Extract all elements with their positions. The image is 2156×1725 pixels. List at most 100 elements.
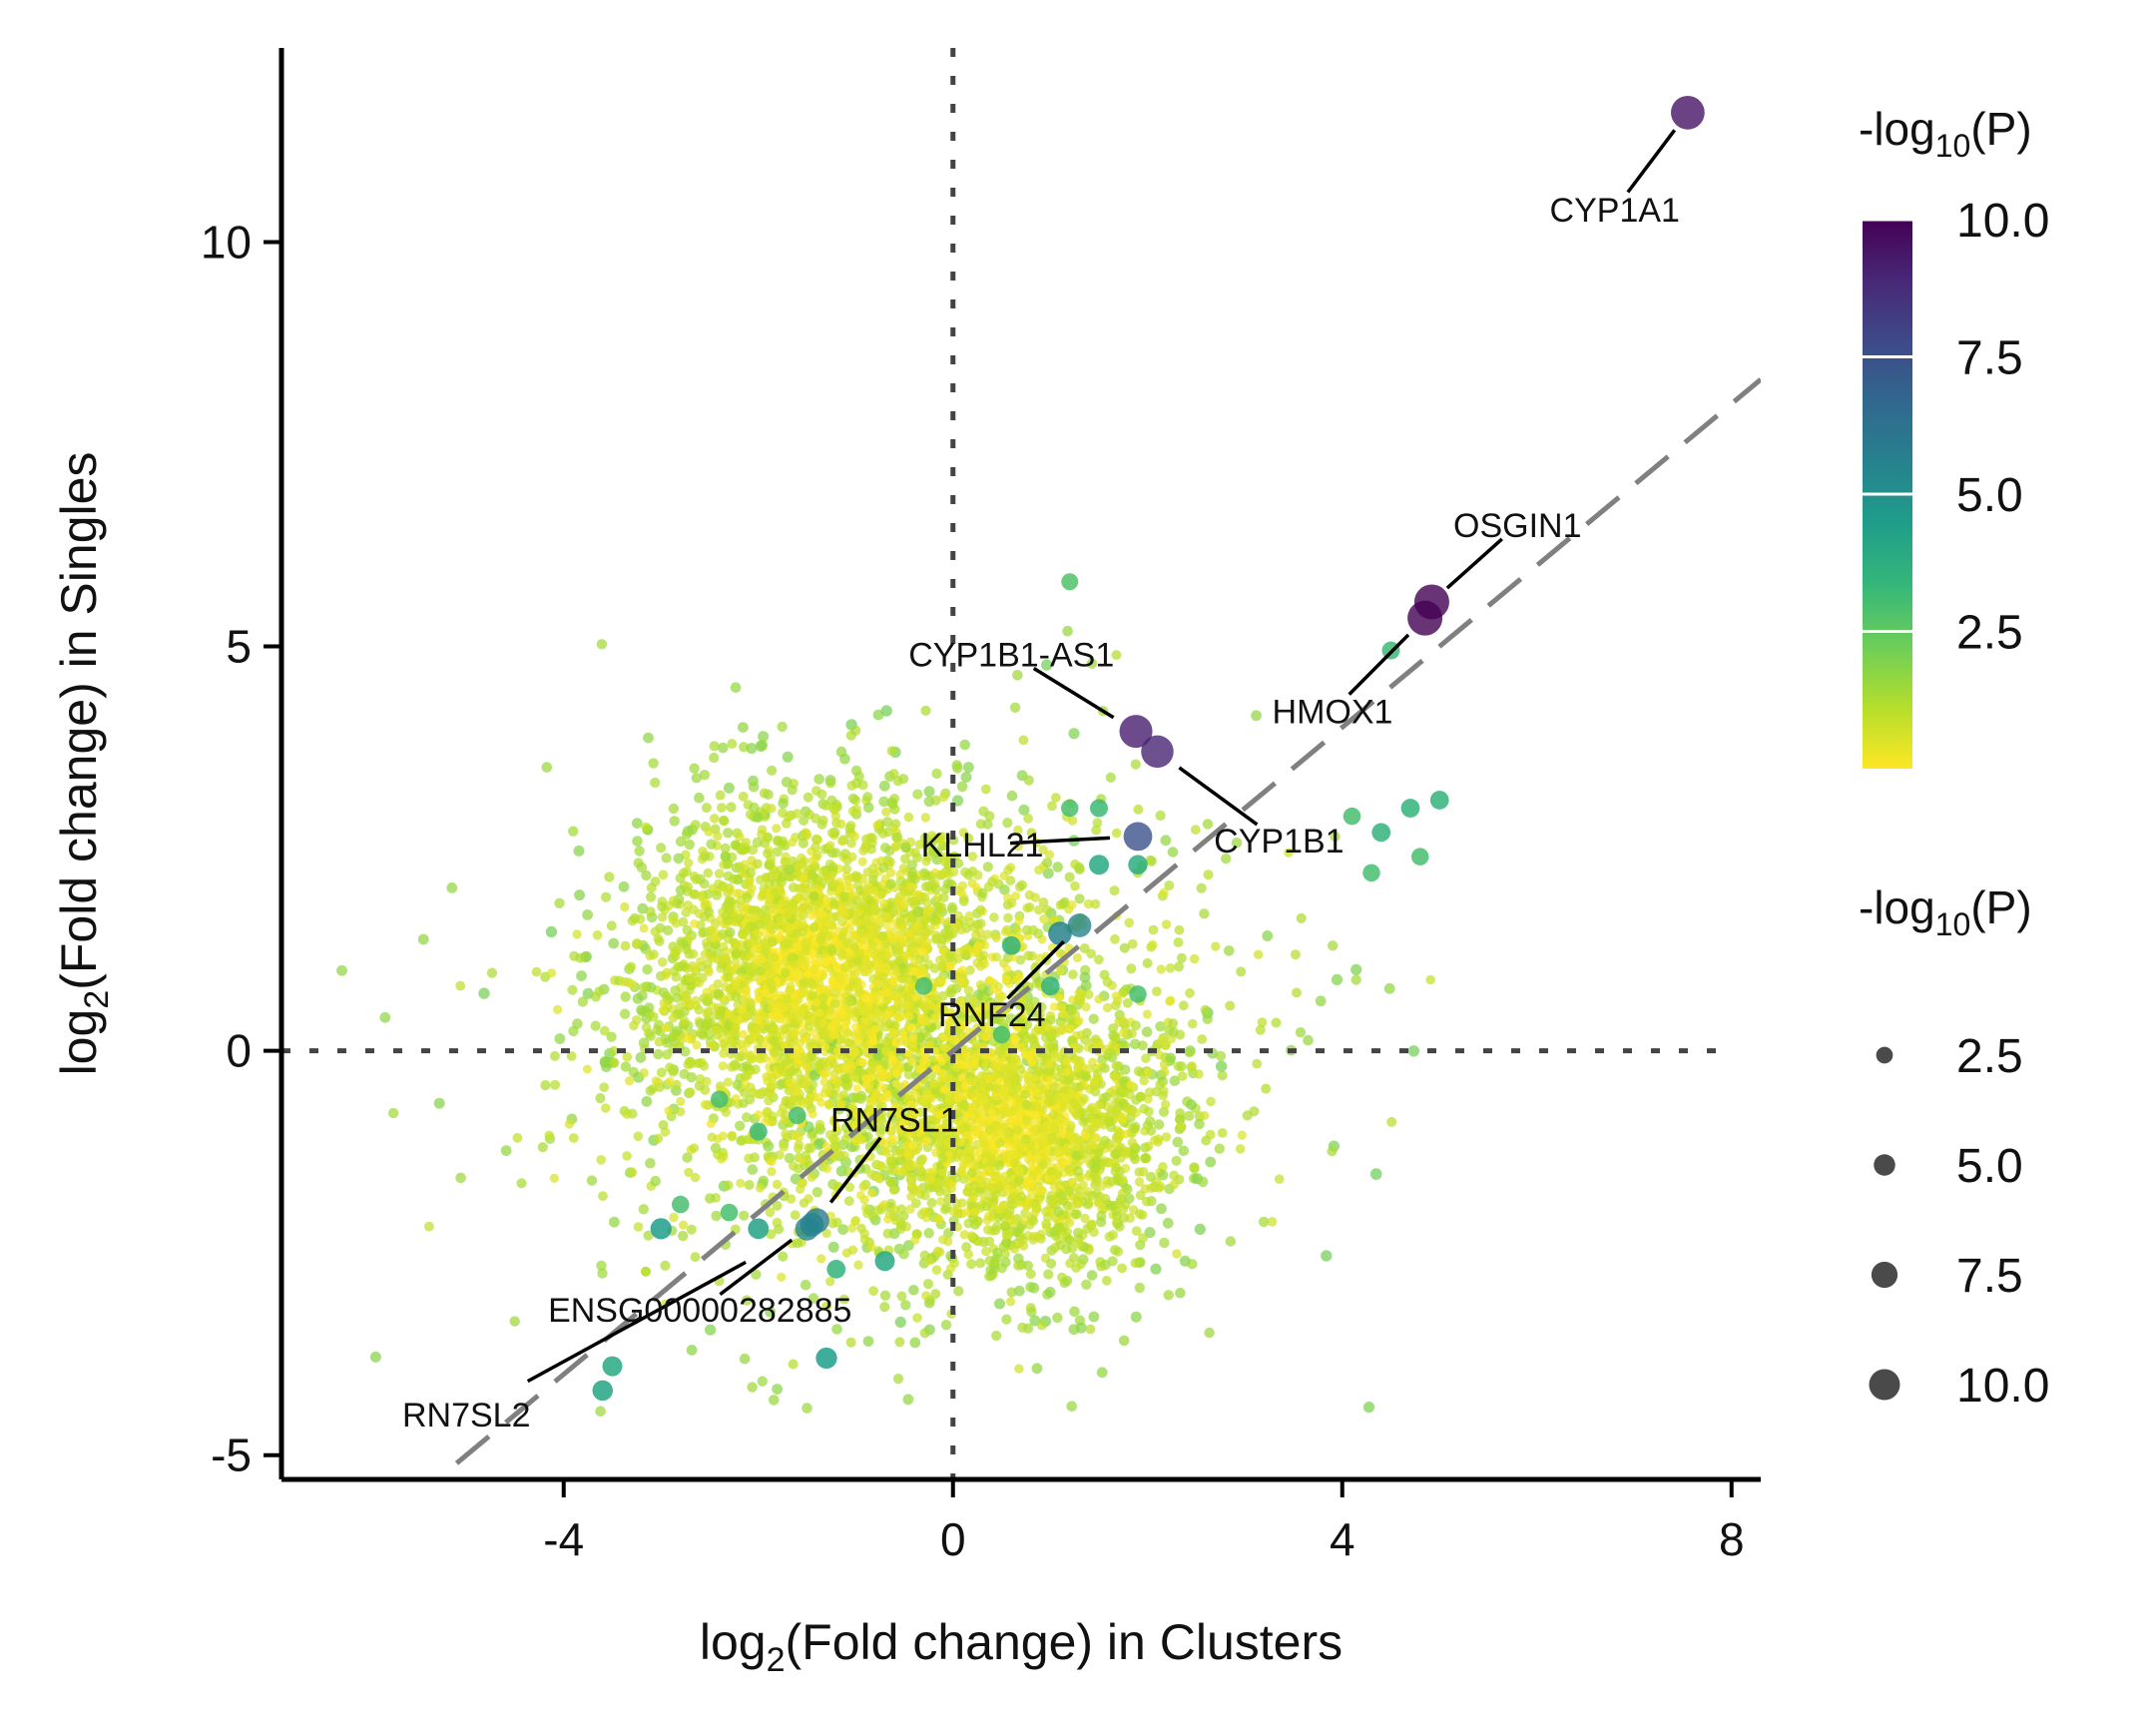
scatter-point (743, 1038, 753, 1048)
scatter-point (433, 1097, 445, 1109)
plot-area (281, 48, 1761, 1479)
scatter-point (1184, 1047, 1195, 1058)
scatter-point (963, 985, 974, 995)
scatter-point (1215, 1060, 1228, 1072)
scatter-point (898, 1249, 909, 1260)
scatter-point (1134, 1282, 1146, 1294)
scatter-point (1007, 1097, 1016, 1107)
scatter-point (794, 883, 804, 893)
scatter-point (1002, 924, 1012, 935)
scatter-point (1069, 1306, 1080, 1318)
scatter-point (1018, 1015, 1029, 1026)
scatter-point (632, 836, 643, 847)
scatter-point (748, 782, 760, 793)
scatter-point (827, 1241, 839, 1253)
scatter-point (1015, 954, 1026, 965)
scatter-point (1194, 1223, 1206, 1235)
scatter-point (916, 1122, 925, 1132)
scatter-point (1082, 1199, 1093, 1210)
scatter-point (773, 836, 784, 847)
scatter-point (681, 907, 691, 917)
scatter-point (825, 1277, 835, 1287)
scatter-point (774, 1012, 783, 1021)
scatter-point (720, 851, 731, 862)
scatter-point (601, 1061, 612, 1073)
scatter-point (890, 842, 900, 853)
scatter-point (1005, 1013, 1017, 1024)
scatter-point (889, 1134, 898, 1143)
scatter-point (754, 987, 764, 997)
scatter-point (1029, 1231, 1039, 1242)
scatter-point (627, 915, 638, 926)
scatter-point (1074, 1238, 1085, 1249)
scatter-point (836, 1034, 846, 1044)
scatter-point (678, 938, 689, 949)
scatter-point (938, 892, 949, 903)
scatter-point (798, 903, 808, 913)
scatter-point (673, 853, 685, 864)
scatter-point (656, 843, 667, 854)
scatter-point (1025, 1177, 1035, 1186)
scatter-point (1133, 1066, 1144, 1077)
scatter-point (1295, 1027, 1307, 1038)
scatter-point (923, 786, 935, 798)
scatter-point (1033, 1066, 1044, 1077)
scatter-point (1174, 961, 1185, 972)
scatter-point (767, 804, 777, 814)
scatter-point (857, 873, 868, 884)
scatter-point (829, 899, 839, 909)
scatter-point (657, 957, 668, 967)
scatter-point (609, 1045, 619, 1056)
scatter-point (618, 880, 630, 892)
scatter-point (967, 1167, 977, 1178)
scatter-point (852, 1084, 862, 1093)
scatter-point (1145, 1116, 1156, 1127)
scatter-point (866, 1242, 876, 1252)
scatter-point (803, 792, 813, 803)
scatter-point (675, 872, 686, 883)
scatter-point (1197, 1176, 1209, 1188)
scatter-point (1081, 1002, 1091, 1012)
scatter-point (926, 1197, 937, 1208)
scatter-point (779, 1141, 789, 1152)
scatter-point (1023, 1076, 1033, 1085)
scatter-point (927, 1167, 937, 1177)
scatter-point (882, 921, 892, 930)
scatter-point (906, 1191, 916, 1202)
scatter-point (874, 1173, 883, 1183)
scatter-point (723, 1077, 734, 1087)
scatter-point (1096, 1181, 1107, 1191)
scatter-point (802, 829, 811, 840)
scatter-point (1038, 845, 1048, 855)
scatter-point (781, 1016, 791, 1025)
scatter-point (653, 1133, 664, 1144)
scatter-point (1175, 1287, 1186, 1299)
scatter-point (1018, 1241, 1029, 1251)
scatter-point (939, 852, 950, 862)
scatter-point (995, 1076, 1004, 1086)
scatter-point (981, 1201, 992, 1212)
scatter-point (888, 823, 898, 833)
scatter-point (920, 881, 931, 891)
scatter-point (894, 983, 904, 994)
scatter-point (746, 867, 756, 878)
scatter-point (766, 854, 776, 864)
scatter-point (1086, 1270, 1098, 1281)
scatter-point (836, 819, 846, 830)
scatter-point (1010, 1034, 1020, 1043)
scatter-point (778, 808, 788, 818)
scatter-point (1127, 938, 1138, 949)
scatter-point (826, 828, 837, 839)
scatter-point (931, 1148, 941, 1158)
scatter-point (1025, 1303, 1036, 1314)
scatter-point (869, 902, 879, 912)
scatter-point (669, 816, 680, 827)
scatter-point (694, 977, 705, 988)
scatter-point (888, 977, 898, 986)
scatter-point (1090, 1076, 1100, 1086)
scatter-point (820, 801, 831, 812)
scatter-point (1099, 1063, 1110, 1074)
scatter-point (1006, 1151, 1015, 1160)
scatter-point (908, 1285, 919, 1296)
scatter-point (596, 1260, 607, 1272)
